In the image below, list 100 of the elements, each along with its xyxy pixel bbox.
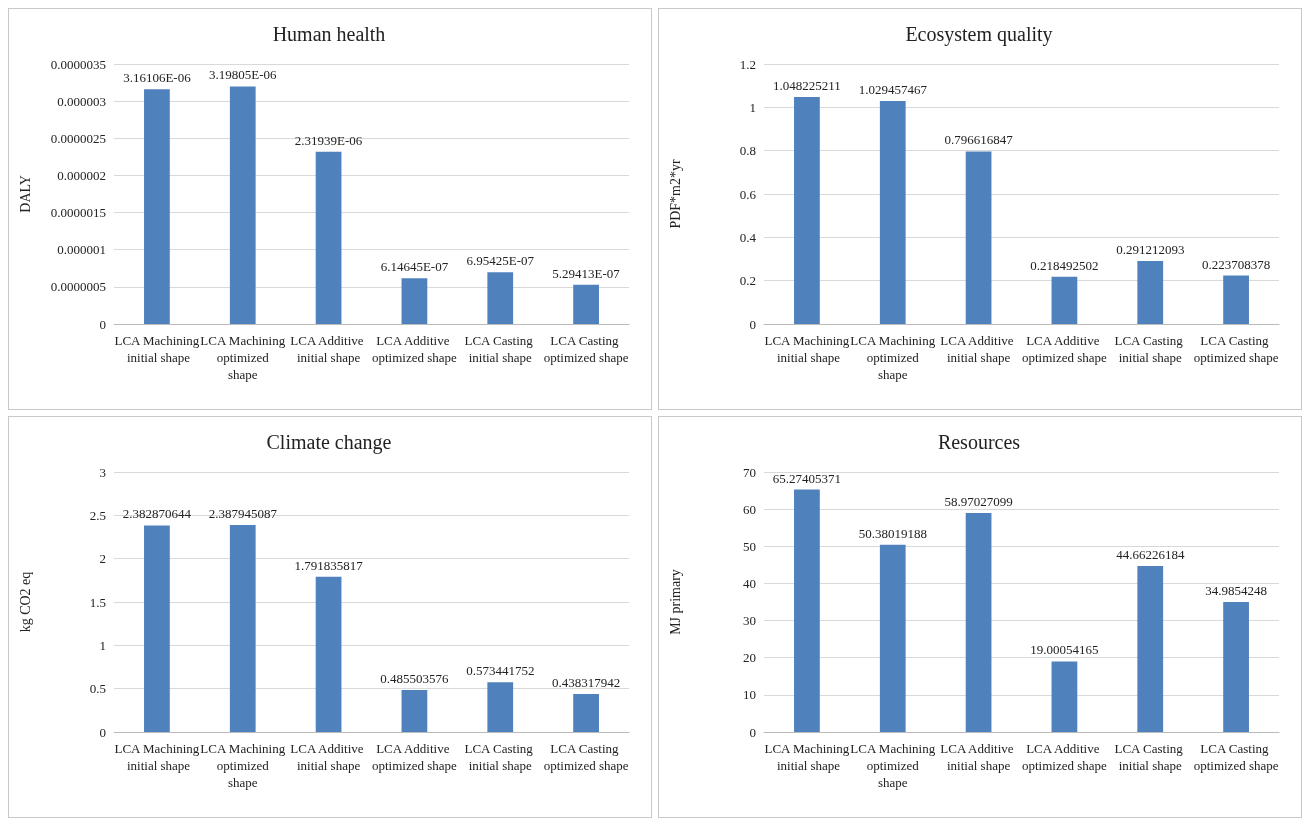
data-label: 1.048225211	[773, 77, 841, 93]
x-tick-label: LCA Casting optimized shape	[543, 741, 629, 773]
y-axis-title: PDF*m2*yr	[667, 159, 683, 229]
y-tick-label: 40	[743, 575, 756, 591]
bar	[401, 689, 428, 732]
x-tick-label: LCA Additive optimized shape	[371, 333, 458, 365]
x-tick-label: LCA Machining optimized shape	[200, 741, 286, 790]
y-axis-title: MJ primary	[667, 569, 683, 635]
y-tick-label: 0.000002	[57, 167, 106, 183]
bar	[144, 89, 170, 324]
x-tick-label: LCA Additive initial shape	[940, 333, 1017, 365]
y-tick-label: 1	[749, 99, 756, 115]
x-tick-label: LCA Additive optimized shape	[1021, 333, 1108, 365]
data-label: 3.16106E-06	[123, 70, 192, 86]
bar	[965, 512, 992, 732]
data-label: 2.31939E-06	[294, 132, 363, 148]
x-tick-label: LCA Machining initial shape	[114, 333, 200, 365]
bar	[144, 525, 170, 732]
y-tick-label: 0.8	[739, 143, 756, 159]
data-label: 2.382870644	[122, 506, 192, 522]
data-label: 6.95425E-07	[466, 253, 535, 269]
y-tick-label: 0.6	[739, 186, 757, 202]
data-label: 0.223708378	[1201, 256, 1271, 272]
y-tick-label: 1.5	[89, 594, 106, 610]
y-tick-label: 0	[749, 316, 756, 332]
data-label: 6.14645E-07	[380, 259, 449, 275]
x-tick-label: LCA Additive initial shape	[290, 333, 367, 365]
y-tick-label: 0.2	[739, 273, 756, 289]
x-tick-label: LCA Additive initial shape	[940, 741, 1017, 773]
bar	[794, 489, 820, 732]
bar	[229, 525, 256, 732]
y-tick-label: 10	[743, 687, 756, 703]
data-label: 34.9854248	[1205, 583, 1267, 599]
x-tick-label: LCA Machining initial shape	[764, 741, 850, 773]
y-tick-label: 0.5	[89, 681, 106, 697]
bar	[1051, 276, 1078, 324]
y-axis-title: kg CO2 eq	[17, 571, 33, 633]
data-label: 19.00054165	[1030, 642, 1099, 658]
y-tick-label: 50	[743, 538, 756, 554]
y-tick-label: 0.4	[739, 229, 757, 245]
y-tick-label: 60	[743, 501, 756, 517]
x-tick-label: LCA Casting initial shape	[464, 741, 537, 773]
data-label: 65.27405371	[772, 470, 842, 486]
bar	[573, 694, 599, 732]
data-label: 0.485503576	[380, 670, 450, 686]
bar	[487, 682, 514, 732]
x-tick-label: LCA Machining initial shape	[764, 333, 850, 365]
x-tick-label: LCA Additive initial shape	[290, 741, 367, 773]
y-tick-label: 2.5	[89, 507, 106, 523]
data-label: 58.97027099	[944, 493, 1013, 509]
data-label: 0.573441752	[466, 663, 535, 679]
x-tick-label: LCA Casting initial shape	[1114, 741, 1187, 773]
chart-title: Climate change	[266, 431, 392, 454]
bar	[401, 278, 428, 324]
chart-title: Ecosystem quality	[905, 23, 1053, 46]
bar	[1051, 661, 1078, 732]
bar	[315, 576, 342, 732]
x-tick-label: LCA Casting initial shape	[1114, 333, 1187, 365]
y-tick-label: 0.0000025	[50, 130, 106, 146]
data-label: 1.791835817	[294, 557, 364, 573]
x-tick-label: LCA Casting initial shape	[464, 333, 537, 365]
bar	[1137, 566, 1164, 732]
y-axis-title: DALY	[17, 175, 33, 213]
x-tick-label: LCA Machining initial shape	[114, 741, 200, 773]
x-tick-label: LCA Machining optimized shape	[850, 333, 936, 382]
data-label: 2.387945087	[208, 506, 278, 522]
data-label: 0.291212093	[1116, 241, 1185, 257]
bar	[487, 272, 514, 324]
x-tick-label: LCA Machining optimized shape	[200, 333, 286, 382]
data-label: 5.29413E-07	[552, 265, 621, 281]
x-tick-label: LCA Casting optimized shape	[1193, 333, 1279, 365]
y-tick-label: 30	[743, 613, 756, 629]
bar	[1223, 602, 1249, 732]
bar	[1223, 275, 1249, 324]
bar	[229, 86, 256, 324]
x-tick-label: LCA Casting optimized shape	[1193, 741, 1279, 773]
bar	[1137, 260, 1164, 324]
y-tick-label: 2	[99, 551, 106, 567]
data-label: 0.796616847	[944, 132, 1014, 148]
x-tick-label: LCA Machining optimized shape	[850, 741, 936, 790]
y-tick-label: 0.000003	[57, 93, 106, 109]
bar	[879, 100, 906, 324]
y-tick-label: 0	[99, 724, 106, 740]
y-tick-label: 0	[99, 316, 106, 332]
bar	[879, 544, 906, 732]
y-tick-label: 0.0000035	[50, 56, 106, 72]
x-tick-label: LCA Casting optimized shape	[543, 333, 629, 365]
x-tick-label: LCA Additive optimized shape	[1021, 741, 1108, 773]
x-tick-label: LCA Additive optimized shape	[371, 741, 458, 773]
data-label: 0.438317942	[551, 675, 621, 691]
bar	[573, 284, 599, 324]
bar	[315, 151, 342, 324]
data-label: 44.66226184	[1116, 547, 1185, 563]
y-tick-label: 1.2	[739, 56, 756, 72]
y-tick-label: 1	[99, 637, 106, 653]
y-tick-label: 3	[99, 464, 106, 480]
y-tick-label: 70	[743, 464, 756, 480]
data-label: 0.218492502	[1030, 257, 1099, 273]
bar	[794, 96, 820, 324]
y-tick-label: 20	[743, 650, 756, 666]
